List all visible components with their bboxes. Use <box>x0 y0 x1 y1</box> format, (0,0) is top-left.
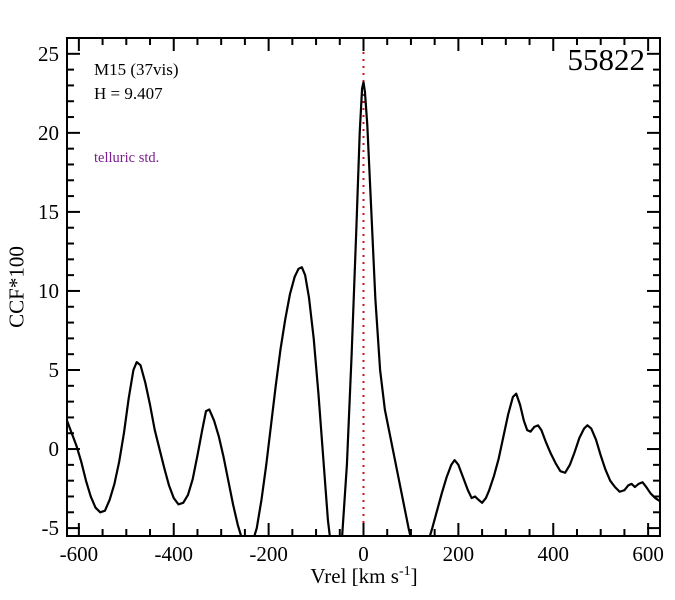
y-axis-title: CCF*100 <box>4 246 29 328</box>
svg-text:600: 600 <box>632 542 664 566</box>
svg-text:0: 0 <box>49 437 60 461</box>
cluster-label: M15 (37vis) <box>94 60 179 79</box>
x-axis-title: Vrel [km s-1] <box>310 564 417 589</box>
svg-text:-600: -600 <box>60 542 99 566</box>
svg-text:10: 10 <box>38 279 59 303</box>
svg-text:20: 20 <box>38 121 59 145</box>
svg-text:0: 0 <box>358 542 369 566</box>
svg-text:-200: -200 <box>249 542 288 566</box>
x-axis-title-sup: -1 <box>398 564 411 579</box>
star-id-label: 55822 <box>567 42 646 77</box>
svg-text:-5: -5 <box>42 516 60 540</box>
ccf-curve <box>67 81 660 536</box>
magnitude-label: H = 9.407 <box>94 84 163 103</box>
svg-text:5: 5 <box>49 358 60 382</box>
svg-text:400: 400 <box>538 542 570 566</box>
x-axis-title-post: ] <box>410 564 418 588</box>
svg-text:15: 15 <box>38 200 59 224</box>
svg-text:200: 200 <box>443 542 475 566</box>
telluric-std-label: telluric std. <box>94 150 160 166</box>
svg-text:25: 25 <box>38 42 59 66</box>
x-axis-title-pre: Vrel [km s <box>310 564 399 588</box>
svg-text:-400: -400 <box>154 542 193 566</box>
